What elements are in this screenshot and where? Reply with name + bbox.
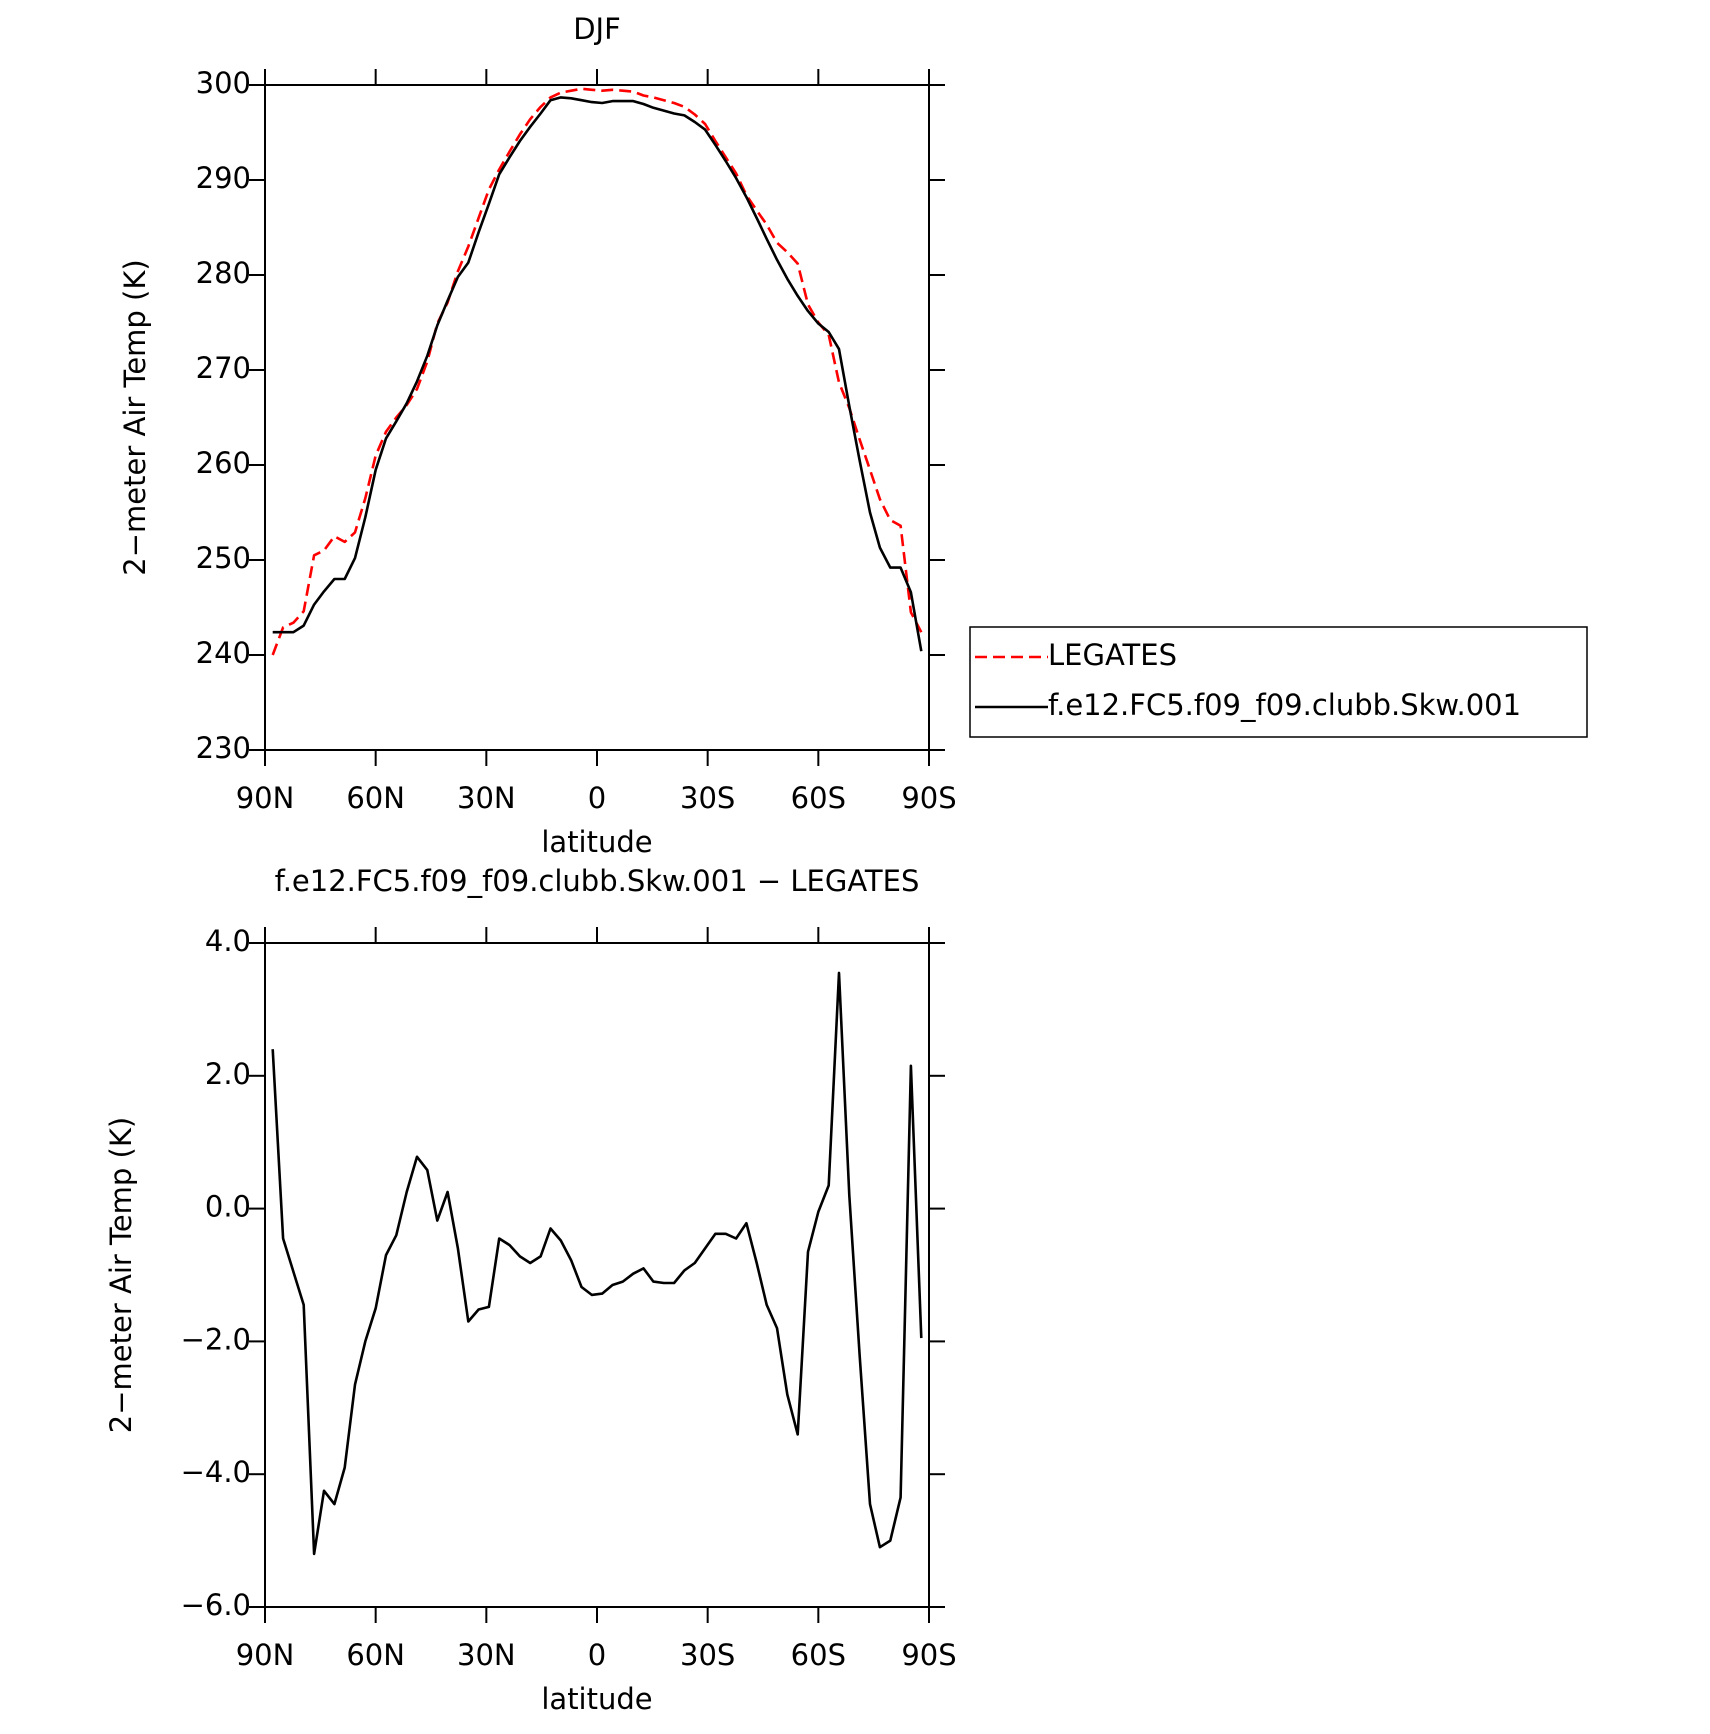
x-tick-label: 90N [236,1638,295,1672]
plot-frame [264,84,930,751]
x-axis-title: latitude [541,825,652,859]
legend-box [969,626,1588,738]
data-line [272,96,923,652]
x-tick-label: 30S [680,781,735,815]
x-tick-label: 90N [236,781,295,815]
data-line [271,971,923,1556]
y-tick-label: −6.0 [181,1588,251,1622]
y-tick-label: 290 [196,161,251,195]
y-tick-label: 280 [196,256,251,290]
x-tick-label: 90S [901,781,956,815]
x-axis-title: latitude [541,1682,652,1716]
x-tick-label: 0 [588,1638,606,1672]
chart-title: f.e12.FC5.f09_f09.clubb.Skw.001 − LEGATE… [275,864,920,898]
x-tick-label: 60N [346,1638,405,1672]
x-tick-label: 90S [901,1638,956,1672]
y-tick-label: 0.0 [205,1190,251,1224]
y-tick-label: −2.0 [181,1322,251,1356]
y-tick-label: 240 [196,636,251,670]
x-tick-label: 0 [588,781,606,815]
x-tick-label: 30N [457,1638,516,1672]
legend-label: f.e12.FC5.f09_f09.clubb.Skw.001 [1048,688,1521,722]
y-tick-label: 230 [196,731,251,765]
y-tick-label: 270 [196,351,251,385]
data-line [271,87,923,656]
x-tick-label: 60N [346,781,405,815]
y-axis-title: 2−meter Air Temp (K) [118,259,152,575]
x-tick-label: 30S [680,1638,735,1672]
y-tick-label: 2.0 [205,1057,251,1091]
y-tick-label: 300 [196,66,251,100]
x-tick-label: 60S [791,1638,846,1672]
y-tick-label: 4.0 [205,924,251,958]
y-axis-title: 2−meter Air Temp (K) [104,1117,138,1433]
legend-label: LEGATES [1048,638,1177,672]
chart-title: DJF [573,12,621,46]
y-tick-label: 250 [196,541,251,575]
plot-frame [264,942,930,1608]
y-tick-label: 260 [196,446,251,480]
x-tick-label: 60S [791,781,846,815]
x-tick-label: 30N [457,781,516,815]
y-tick-label: −4.0 [181,1455,251,1489]
